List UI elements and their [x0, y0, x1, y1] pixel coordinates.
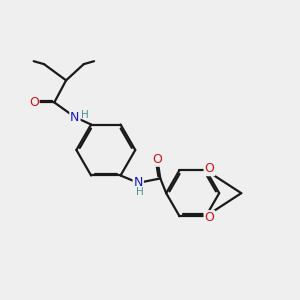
- Text: O: O: [29, 96, 39, 109]
- Text: H: H: [81, 110, 89, 120]
- Text: H: H: [136, 187, 144, 197]
- Text: N: N: [70, 111, 80, 124]
- Text: N: N: [134, 176, 143, 189]
- Text: O: O: [205, 211, 214, 224]
- Text: O: O: [152, 153, 162, 166]
- Text: O: O: [205, 162, 214, 175]
